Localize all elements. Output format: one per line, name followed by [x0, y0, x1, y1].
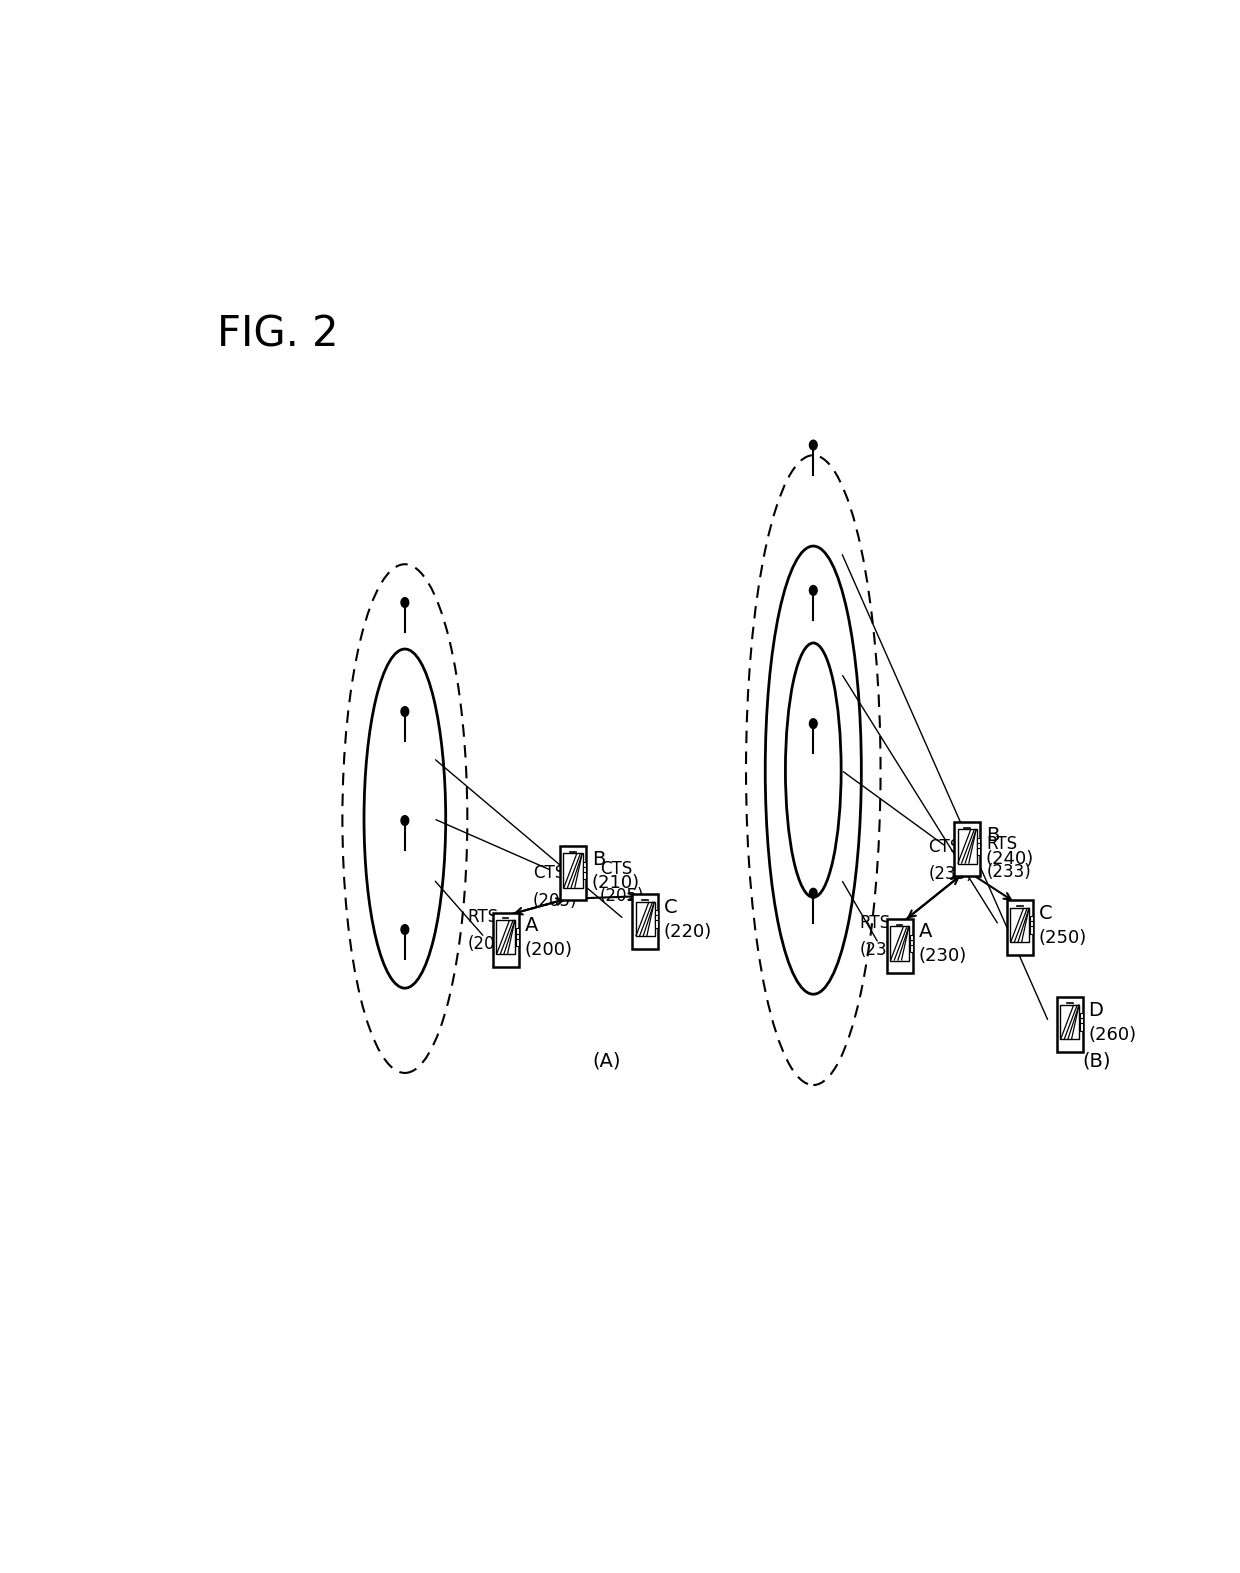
Text: A: A — [919, 922, 931, 942]
FancyBboxPatch shape — [1080, 1024, 1083, 1030]
FancyBboxPatch shape — [1080, 1013, 1083, 1021]
Circle shape — [401, 816, 409, 826]
FancyBboxPatch shape — [1030, 917, 1033, 923]
Text: D: D — [1089, 1000, 1104, 1021]
Text: A: A — [525, 917, 538, 936]
Text: (205): (205) — [600, 887, 645, 904]
FancyBboxPatch shape — [516, 939, 520, 945]
FancyBboxPatch shape — [563, 853, 583, 887]
FancyBboxPatch shape — [636, 901, 655, 936]
Text: (240): (240) — [986, 849, 1034, 868]
FancyBboxPatch shape — [560, 846, 585, 900]
FancyBboxPatch shape — [890, 926, 909, 961]
FancyBboxPatch shape — [583, 862, 587, 870]
Circle shape — [401, 925, 409, 934]
FancyBboxPatch shape — [977, 838, 981, 845]
Text: B: B — [986, 826, 999, 845]
Circle shape — [810, 719, 817, 728]
Text: RTS: RTS — [986, 835, 1017, 854]
FancyBboxPatch shape — [977, 843, 981, 849]
Text: (230): (230) — [919, 947, 967, 964]
Text: (205): (205) — [533, 892, 577, 909]
FancyBboxPatch shape — [910, 934, 913, 942]
FancyBboxPatch shape — [1080, 1018, 1083, 1026]
FancyBboxPatch shape — [656, 911, 658, 917]
FancyBboxPatch shape — [516, 933, 520, 941]
FancyBboxPatch shape — [632, 895, 658, 949]
Text: RTS: RTS — [859, 914, 890, 931]
Circle shape — [810, 585, 817, 595]
Text: B: B — [591, 849, 605, 868]
Text: CTS: CTS — [533, 864, 565, 882]
FancyBboxPatch shape — [1058, 997, 1083, 1052]
FancyBboxPatch shape — [656, 915, 658, 923]
FancyBboxPatch shape — [910, 939, 913, 947]
FancyBboxPatch shape — [955, 821, 980, 876]
Text: (A): (A) — [593, 1051, 621, 1070]
Text: (B): (B) — [1083, 1051, 1111, 1070]
FancyBboxPatch shape — [583, 867, 587, 875]
FancyBboxPatch shape — [494, 912, 518, 967]
FancyBboxPatch shape — [1007, 900, 1033, 955]
FancyBboxPatch shape — [1030, 926, 1033, 934]
Circle shape — [810, 889, 817, 898]
FancyBboxPatch shape — [1011, 908, 1029, 942]
Text: (200): (200) — [525, 941, 573, 960]
FancyBboxPatch shape — [1030, 922, 1033, 928]
Text: (260): (260) — [1089, 1026, 1137, 1043]
Text: FIG. 2: FIG. 2 — [217, 313, 339, 355]
FancyBboxPatch shape — [977, 848, 981, 856]
Circle shape — [810, 440, 817, 450]
FancyBboxPatch shape — [957, 829, 977, 864]
FancyBboxPatch shape — [910, 945, 913, 952]
Text: (250): (250) — [1039, 928, 1086, 947]
Text: (210): (210) — [591, 875, 640, 892]
Circle shape — [401, 598, 409, 607]
Text: RTS: RTS — [467, 908, 498, 926]
Text: CTS: CTS — [600, 860, 632, 878]
Text: C: C — [663, 898, 677, 917]
FancyBboxPatch shape — [1060, 1005, 1079, 1040]
Text: CTS: CTS — [929, 838, 961, 856]
FancyBboxPatch shape — [496, 920, 516, 955]
Text: (233): (233) — [986, 862, 1030, 881]
FancyBboxPatch shape — [516, 928, 520, 936]
Text: (235): (235) — [929, 865, 973, 882]
Circle shape — [401, 706, 409, 716]
Text: (220): (220) — [663, 923, 712, 941]
FancyBboxPatch shape — [583, 871, 587, 879]
Text: (203): (203) — [467, 934, 512, 953]
Text: (233): (233) — [859, 941, 904, 960]
Text: C: C — [1039, 904, 1053, 923]
FancyBboxPatch shape — [887, 919, 913, 972]
FancyBboxPatch shape — [656, 920, 658, 928]
